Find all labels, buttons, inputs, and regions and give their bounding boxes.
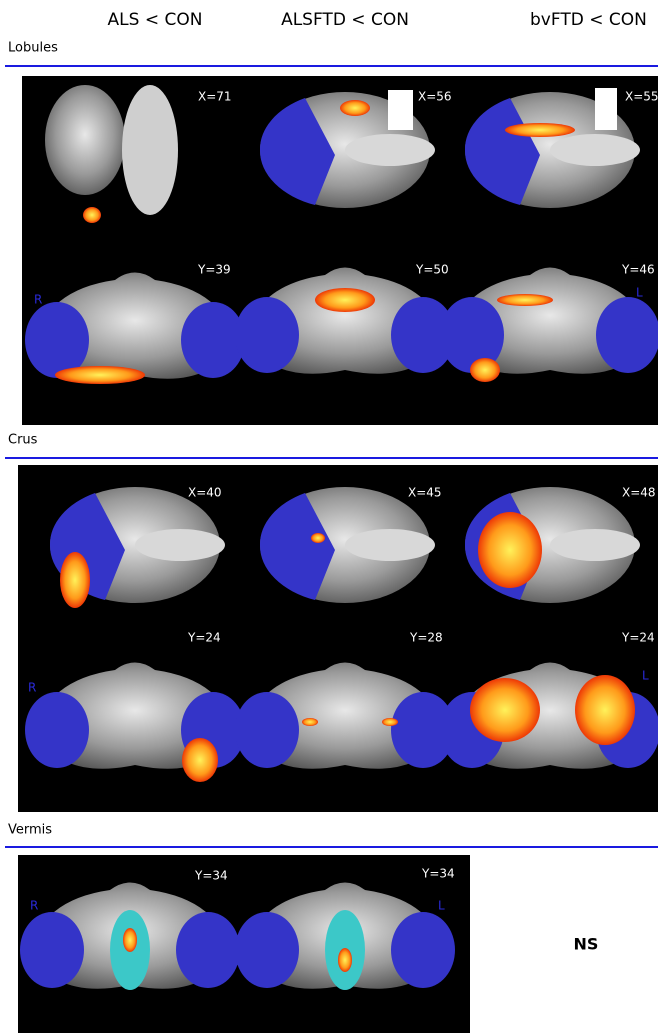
activation	[470, 678, 540, 742]
activation	[123, 928, 137, 952]
atlas-region	[391, 692, 455, 768]
activation	[478, 512, 542, 588]
coordinate: Y=39	[197, 263, 231, 277]
coordinate: Y=34	[194, 869, 228, 883]
coordinate: Y=50	[415, 263, 449, 277]
activation	[470, 358, 500, 382]
side-label: R	[30, 899, 38, 913]
activation	[182, 738, 218, 782]
column-header: ALSFTD < CON	[281, 10, 409, 30]
mask	[388, 90, 413, 130]
brainstem	[122, 85, 178, 215]
atlas-region	[181, 302, 245, 378]
activation	[302, 718, 318, 726]
activation	[315, 288, 375, 312]
coordinate: X=55	[625, 90, 658, 104]
coordinate: Y=24	[187, 631, 221, 645]
activation	[55, 366, 145, 384]
side-label: L	[438, 899, 445, 913]
cerebellum-sagittal	[45, 85, 125, 195]
coordinate: Y=34	[421, 867, 455, 881]
activation	[311, 533, 325, 543]
brainstem	[345, 134, 435, 166]
side-label: R	[28, 681, 36, 695]
atlas-region	[235, 692, 299, 768]
activation	[382, 718, 398, 726]
section-label: Crus	[8, 433, 38, 448]
atlas-region	[25, 302, 89, 378]
section-label: Vermis	[8, 823, 52, 838]
atlas-region	[25, 692, 89, 768]
atlas-region	[391, 912, 455, 988]
atlas-region	[176, 912, 240, 988]
atlas-region	[440, 297, 504, 373]
mask	[595, 88, 617, 130]
column-header: bvFTD < CON	[530, 10, 647, 30]
atlas-region	[391, 297, 455, 373]
activation	[83, 207, 101, 223]
side-label: L	[642, 669, 649, 683]
atlas-region	[259, 493, 335, 600]
side-label: R	[34, 293, 42, 307]
activation	[338, 948, 352, 972]
activation	[497, 294, 553, 306]
coordinate: X=48	[622, 486, 656, 500]
atlas-region	[259, 98, 335, 205]
activation	[340, 100, 370, 116]
activation	[505, 123, 575, 137]
atlas-region	[235, 297, 299, 373]
coordinate: X=40	[188, 486, 222, 500]
coordinate: X=45	[408, 486, 442, 500]
atlas-region	[235, 912, 299, 988]
section-label: Lobules	[8, 41, 58, 56]
not-significant: NS	[574, 935, 599, 954]
coordinate: Y=28	[409, 631, 443, 645]
coordinate: X=71	[198, 90, 232, 104]
brainstem	[135, 529, 225, 561]
brainstem	[550, 134, 640, 166]
brainstem	[345, 529, 435, 561]
atlas-region	[20, 912, 84, 988]
brain-images	[20, 85, 658, 990]
side-label: L	[636, 286, 643, 300]
activation	[60, 552, 90, 608]
brainstem	[550, 529, 640, 561]
activation	[575, 675, 635, 745]
coordinate: Y=24	[621, 631, 655, 645]
coordinate: Y=46	[621, 263, 655, 277]
coordinate: X=56	[418, 90, 452, 104]
atlas-region	[596, 297, 658, 373]
column-header: ALS < CON	[108, 10, 203, 30]
